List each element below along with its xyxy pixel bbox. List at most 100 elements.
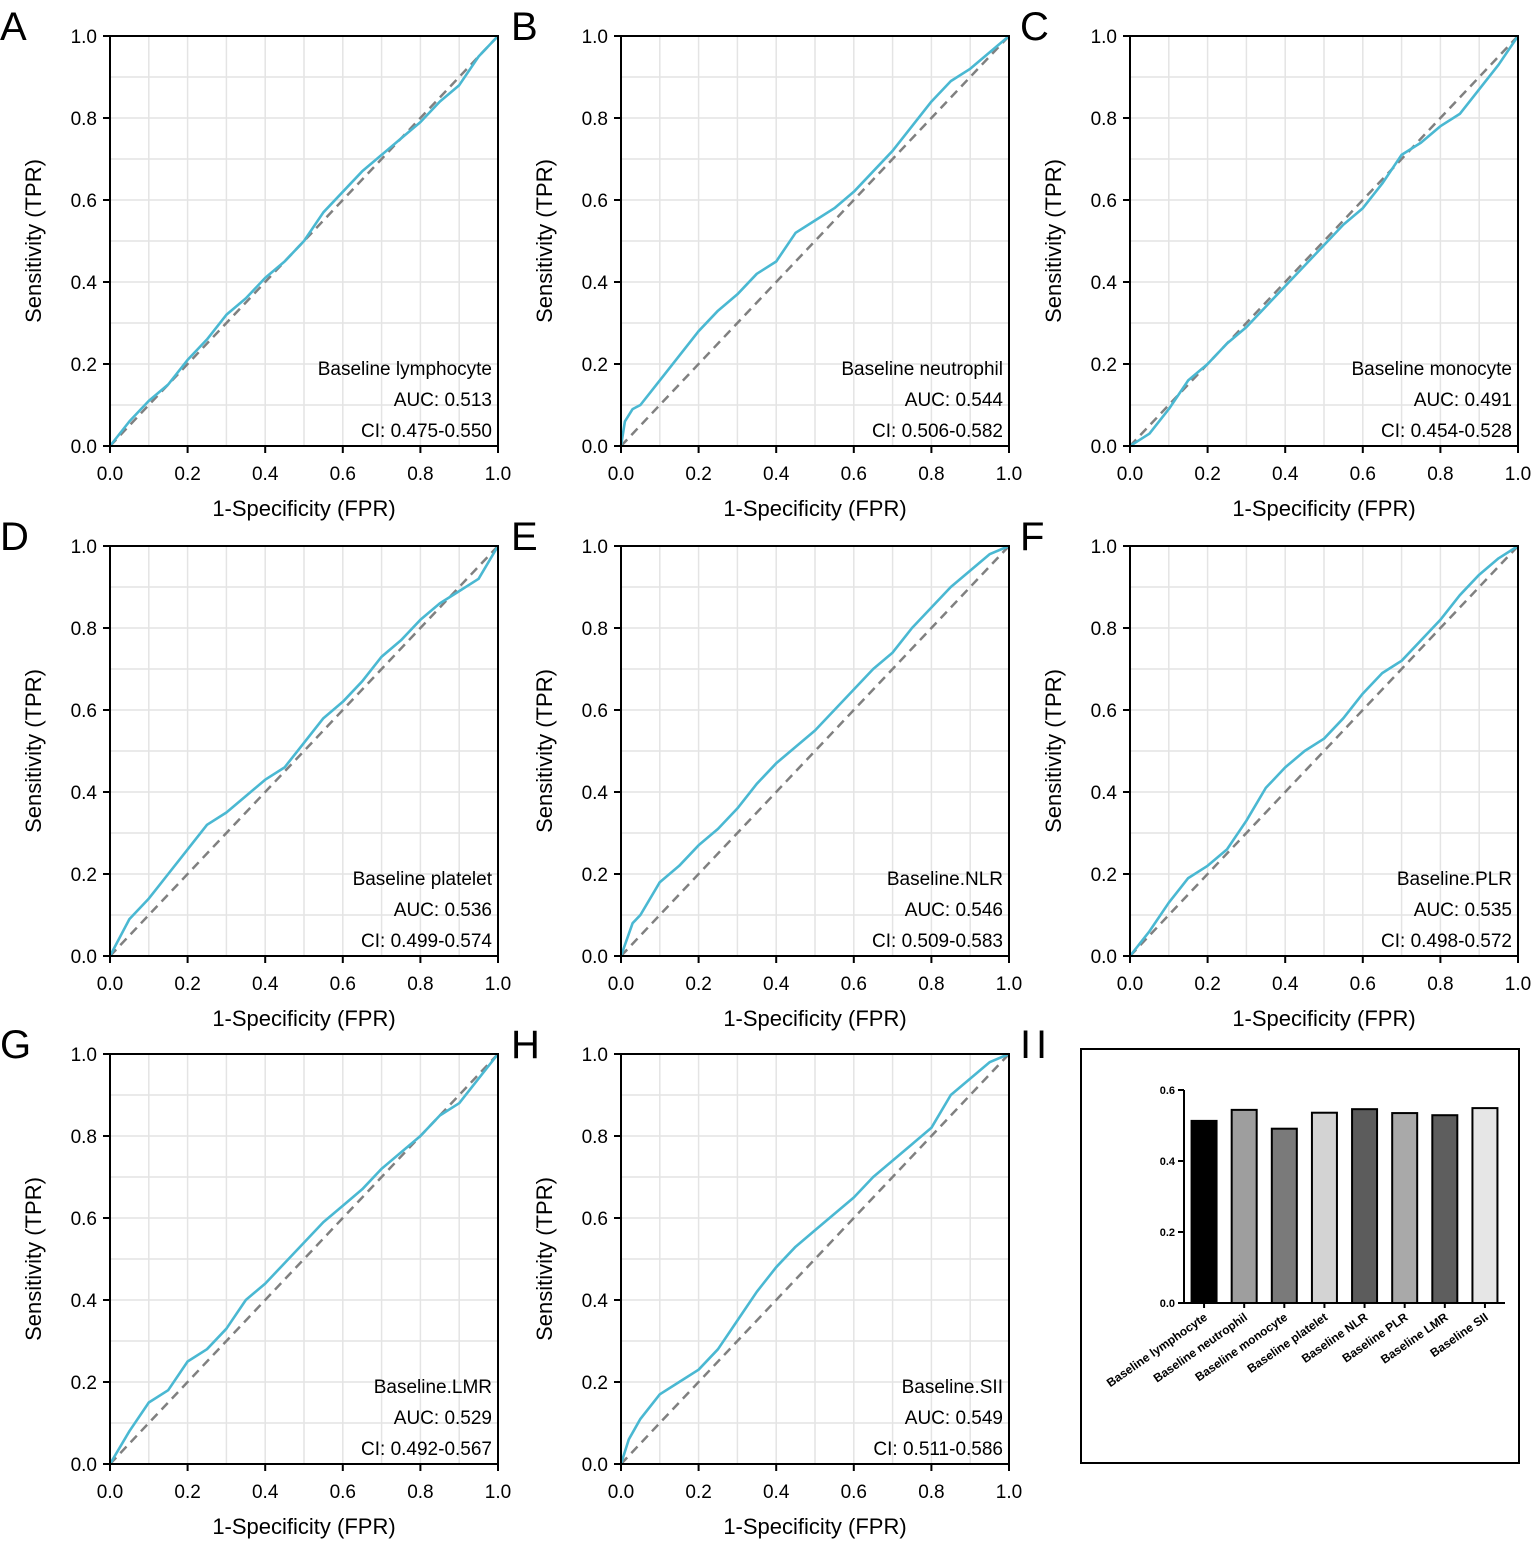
bar: [1230, 1108, 1258, 1304]
y-tick-label: 0.6: [71, 701, 97, 722]
y-axis-title: Sensitivity (TPR): [532, 669, 557, 833]
x-tick-label: 1.0: [996, 974, 1022, 995]
y-tick-label: 0.4: [71, 273, 98, 294]
curve-name-label: Baseline platelet: [353, 869, 493, 890]
curve-name-label: Baseline.PLR: [1397, 869, 1512, 890]
x-tick-label: 0.6: [841, 464, 867, 485]
y-tick-label: 0.6: [582, 1209, 608, 1230]
panel-letter: I: [1036, 1023, 1047, 1067]
y-tick-label: 0.2: [71, 355, 97, 376]
x-tick-label: 0.2: [685, 974, 711, 995]
y-axis-title: Sensitivity (TPR): [532, 1177, 557, 1341]
ci-label: CI: 0.498-0.572: [1381, 931, 1512, 952]
y-axis-title: Sensitivity (TPR): [1041, 159, 1066, 323]
x-tick-label: 1.0: [996, 1482, 1022, 1503]
bar: [1351, 1108, 1379, 1305]
panel-letter: I: [1020, 1023, 1031, 1067]
panel-e: E 0.0 0.2 0.4 0.6 0.8 1.0 0.0 0.2 0.4 0.6 0.8 1.0 1-S…: [511, 515, 1022, 1031]
x-tick-label: 0.4: [252, 974, 279, 995]
y-tick-label: 0.6: [582, 701, 608, 722]
y-tick-label: 1.0: [582, 537, 608, 558]
y-tick-label: 0.8: [71, 619, 97, 640]
x-tick-label: 0.0: [1117, 974, 1143, 995]
x-tick-label: 0.0: [608, 974, 634, 995]
plot-frame: [109, 35, 499, 447]
x-axis-title: 1-Specificity (FPR): [1232, 496, 1415, 521]
x-tick-label: 0.8: [918, 1482, 944, 1503]
curve-name-label: Baseline lymphocyte: [318, 359, 492, 380]
panel-letter: A: [0, 5, 27, 49]
y-tick-label: 0.6: [71, 191, 97, 212]
curve-name-label: Baseline monocyte: [1351, 359, 1512, 380]
panel-letter: G: [0, 1023, 31, 1067]
y-tick-label: 1.0: [582, 1045, 608, 1066]
y-axis-title: Sensitivity (TPR): [21, 159, 46, 323]
x-tick-label: 0.0: [608, 1482, 634, 1503]
x-tick-label: 0.6: [1350, 464, 1376, 485]
bar: [1270, 1127, 1298, 1304]
plot-frame: [620, 1053, 1010, 1465]
roc-curve: [619, 544, 1010, 957]
panel-h: H 0.0 0.2 0.4 0.6 0.8 1.0 0.0 0.2 0.4 0.6 0.8 1.0 1-S…: [511, 1023, 1022, 1539]
bar: [1431, 1114, 1459, 1304]
y-tick-label: 1.0: [71, 537, 97, 558]
reference-diagonal: [109, 545, 499, 957]
y-tick-label: 0.6: [582, 191, 608, 212]
ci-label: CI: 0.509-0.583: [872, 931, 1003, 952]
reference-diagonal: [620, 1053, 1010, 1465]
x-tick-label: 0.8: [1427, 974, 1453, 995]
x-tick-label: 0.4: [1272, 464, 1299, 485]
y-tick-label: 0.2: [71, 865, 97, 886]
x-tick-label: 0.4: [1272, 974, 1299, 995]
y-tick-label: 0.8: [71, 1127, 97, 1148]
y-axis-title: Sensitivity (TPR): [21, 1177, 46, 1341]
x-tick-label: 0.6: [330, 1482, 356, 1503]
curve-name-label: Baseline neutrophil: [841, 359, 1003, 380]
curve-name-label: Baseline.SII: [902, 1377, 1003, 1398]
ci-label: CI: 0.506-0.582: [872, 421, 1003, 442]
x-axis-title: 1-Specificity (FPR): [212, 1514, 395, 1539]
panel-frame: [1080, 1048, 1520, 1464]
x-tick-label: 0.4: [763, 974, 790, 995]
y-tick-label: 0.8: [1091, 109, 1117, 130]
x-tick-label: 0.8: [918, 464, 944, 485]
auc-label: AUC: 0.549: [905, 1408, 1003, 1429]
panel-letter: B: [511, 5, 538, 49]
y-tick-label: 0.0: [1091, 437, 1117, 458]
y-axis-title: Sensitivity (TPR): [21, 669, 46, 833]
auc-label: AUC: 0.535: [1414, 900, 1512, 921]
panel-a: A 0.0 0.2 0.4 0.6 0.8 1.0 0.0 0.2 0.4 0.6 0.8 1.0 1-S…: [0, 5, 511, 521]
x-tick-label: 0.0: [1117, 464, 1143, 485]
x-axis-title: 1-Specificity (FPR): [1232, 1006, 1415, 1031]
y-tick-label: 0.2: [1160, 1227, 1175, 1239]
y-tick-label: 1.0: [1091, 27, 1117, 48]
y-tick-label: 0.6: [1091, 701, 1117, 722]
y-tick-label: 0.4: [1160, 1156, 1176, 1168]
roc-curve: [108, 35, 499, 447]
x-tick-label: 1.0: [485, 974, 511, 995]
x-tick-label: 1.0: [1505, 464, 1531, 485]
ci-label: CI: 0.492-0.567: [361, 1439, 492, 1460]
y-tick-label: 0.4: [1091, 783, 1118, 804]
y-tick-label: 1.0: [1091, 537, 1117, 558]
panel-c: C 0.0 0.2 0.4 0.6 0.8 1.0 0.0 0.2 0.4 0.6 0.8 1.0 1-S…: [1020, 5, 1531, 521]
x-tick-label: 0.4: [252, 1482, 279, 1503]
plot-frame: [620, 545, 1010, 957]
x-tick-label: 0.8: [918, 974, 944, 995]
y-tick-label: 1.0: [71, 1045, 97, 1066]
x-tick-label: 0.2: [174, 464, 200, 485]
reference-diagonal: [620, 35, 1010, 447]
bar: [1190, 1119, 1218, 1305]
y-tick-label: 0.2: [582, 355, 608, 376]
plot-frame: [1129, 545, 1519, 957]
panel-letter: H: [511, 1023, 540, 1067]
y-axis-title: Sensitivity (TPR): [1041, 669, 1066, 833]
plot-frame: [109, 1053, 499, 1465]
x-tick-label: 1.0: [485, 1482, 511, 1503]
x-tick-label: 0.8: [407, 974, 433, 995]
y-tick-label: 0.4: [71, 1291, 98, 1312]
x-tick-label: 0.2: [1194, 464, 1220, 485]
x-tick-label: 0.2: [174, 1482, 200, 1503]
